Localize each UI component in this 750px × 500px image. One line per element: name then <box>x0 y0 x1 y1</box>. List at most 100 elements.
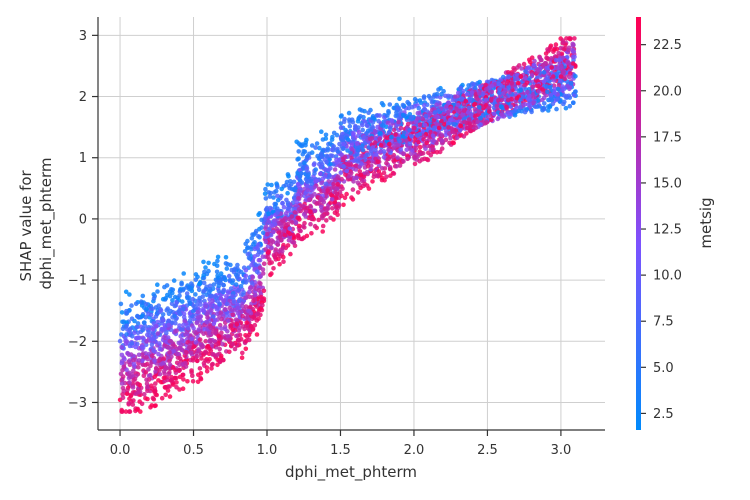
scatter-point <box>151 296 157 301</box>
scatter-point <box>226 318 231 324</box>
scatter-point <box>439 132 444 138</box>
scatter-point <box>477 79 483 85</box>
scatter-point <box>268 205 273 211</box>
scatter-point <box>131 361 137 367</box>
scatter-point <box>398 125 404 131</box>
scatter-point <box>119 310 125 315</box>
scatter-point <box>332 167 338 172</box>
scatter-point <box>211 314 216 319</box>
scatter-point <box>130 402 136 407</box>
scatter-point <box>496 90 502 96</box>
scatter-point <box>149 336 155 341</box>
scatter-point <box>505 70 511 75</box>
scatter-point <box>322 174 328 179</box>
scatter-point <box>212 329 218 335</box>
scatter-point <box>454 135 460 140</box>
scatter-point <box>376 118 381 124</box>
scatter-point <box>339 134 344 140</box>
scatter-point <box>524 80 530 86</box>
scatter-point <box>189 368 194 373</box>
scatter-point <box>521 61 527 67</box>
scatter-point <box>535 67 541 72</box>
scatter-point <box>227 349 232 355</box>
scatter-point <box>257 265 263 270</box>
scatter-point <box>271 218 277 224</box>
scatter-point <box>274 251 279 257</box>
scatter-point <box>306 172 311 177</box>
scatter-point <box>420 151 426 156</box>
scatter-point <box>243 241 248 247</box>
scatter-point <box>430 133 436 138</box>
scatter-point <box>123 409 129 414</box>
scatter-point <box>203 358 208 363</box>
scatter-point <box>157 341 162 346</box>
scatter-point <box>514 95 520 101</box>
scatter-point <box>299 180 305 185</box>
scatter-point <box>332 200 338 205</box>
y-axis-title-line-2: dphi_met_phterm <box>37 157 56 289</box>
scatter-point <box>557 57 562 63</box>
scatter-point <box>295 215 301 221</box>
scatter-point <box>541 79 547 84</box>
scatter-point <box>225 334 230 339</box>
scatter-point <box>208 339 213 344</box>
scatter-point <box>139 401 145 407</box>
scatter-point <box>227 277 233 283</box>
scatter-point <box>568 71 573 76</box>
scatter-point <box>527 93 532 99</box>
scatter-point <box>380 166 385 171</box>
scatter-point <box>333 195 339 201</box>
scatter-point <box>316 217 322 223</box>
scatter-point <box>334 186 339 191</box>
scatter-point <box>289 186 295 192</box>
scatter-point <box>261 261 267 267</box>
scatter-point <box>157 371 163 377</box>
scatter-point <box>183 364 189 369</box>
scatter-point <box>443 93 448 99</box>
scatter-point <box>205 343 211 349</box>
scatter-point <box>235 275 240 280</box>
scatter-point <box>507 111 512 117</box>
scatter-point <box>212 317 218 323</box>
scatter-point <box>436 108 441 113</box>
scatter-point <box>154 392 159 398</box>
scatter-point <box>359 153 364 159</box>
scatter-point <box>248 304 253 310</box>
scatter-point <box>119 352 125 358</box>
scatter-point <box>303 142 308 148</box>
scatter-point <box>262 191 268 196</box>
scatter-point <box>341 146 346 151</box>
scatter-point <box>127 409 133 414</box>
scatter-point <box>505 97 511 103</box>
scatter-point <box>275 206 280 211</box>
scatter-point <box>376 169 382 174</box>
scatter-point <box>516 63 522 68</box>
scatter-point <box>215 273 220 279</box>
scatter-point <box>214 263 220 269</box>
scatter-point <box>529 109 534 115</box>
scatter-point <box>291 179 297 185</box>
scatter-point <box>243 268 249 273</box>
scatter-point <box>434 91 440 97</box>
scatter-point <box>394 164 399 169</box>
colorbar: 2.5 5.0 7.5 10.0 12.5 15.0 17.5 20.0 22.5 metsig <box>636 17 715 430</box>
scatter-point <box>556 50 561 56</box>
scatter-point <box>123 341 129 347</box>
scatter-point <box>180 299 185 304</box>
scatter-point <box>439 91 444 97</box>
scatter-point <box>320 229 326 234</box>
scatter-point <box>329 147 335 153</box>
scatter-point <box>489 89 495 95</box>
scatter-point <box>224 266 230 271</box>
scatter-point <box>261 230 266 235</box>
scatter-point <box>566 93 572 99</box>
scatter-point <box>301 149 307 154</box>
scatter-point <box>522 102 528 107</box>
scatter-point <box>129 303 134 308</box>
x-axis-ticks: 0.0 0.5 1.0 1.5 2.0 2.5 3.0 <box>110 430 571 458</box>
scatter-point <box>182 318 187 324</box>
scatter-point <box>309 231 314 236</box>
scatter-point <box>391 127 397 133</box>
scatter-point <box>558 65 564 70</box>
scatter-point <box>466 117 472 122</box>
